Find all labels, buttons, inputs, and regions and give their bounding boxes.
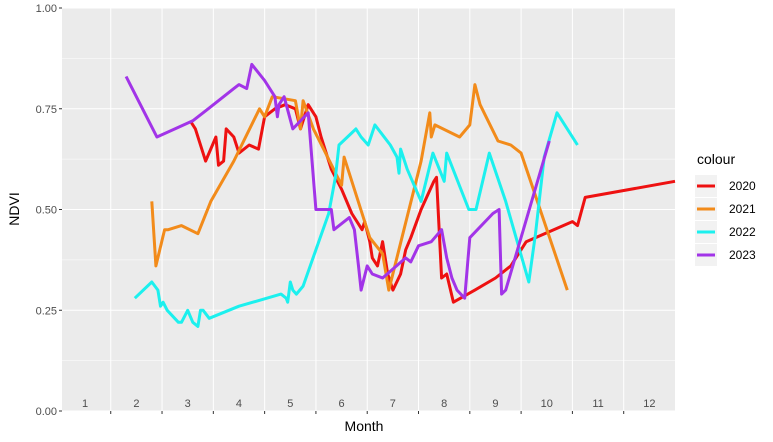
y-axis: 0.00 0.25 0.50 0.75 1.00 <box>36 3 62 418</box>
legend-label-2020: 2020 <box>729 179 756 193</box>
plot-area <box>62 7 676 412</box>
x-tick-label: 8 <box>441 398 447 410</box>
x-tick-label: 9 <box>492 398 498 410</box>
y-tick-label: 1.00 <box>36 3 57 15</box>
series-line-2023 <box>124 62 551 300</box>
grid-lines <box>62 7 675 412</box>
x-tick-label: 3 <box>185 398 191 410</box>
x-axis: 1 2 3 4 5 6 7 8 9 10 11 12 <box>82 398 655 414</box>
x-tick-label: 1 <box>82 398 88 410</box>
x-tick-label: 4 <box>236 398 242 410</box>
legend-label-2022: 2022 <box>729 225 756 239</box>
y-tick-label: 0.25 <box>36 305 57 317</box>
legend: colour 2020 2021 2022 2023 <box>695 151 756 266</box>
x-tick-label: 6 <box>339 398 345 410</box>
series-lines <box>124 62 676 328</box>
series-line-2021 <box>150 83 569 292</box>
y-tick-label: 0.75 <box>36 104 57 116</box>
x-tick-label: 7 <box>390 398 396 410</box>
y-axis-title: NDVI <box>6 192 22 225</box>
legend-title: colour <box>697 151 735 167</box>
x-tick-label: 5 <box>287 398 293 410</box>
legend-label-2021: 2021 <box>729 202 756 216</box>
y-tick-label: 0.50 <box>36 205 57 217</box>
legend-items: 2020 2021 2022 2023 <box>695 175 756 266</box>
x-axis-title: Month <box>345 418 384 434</box>
y-tick-label: 0.00 <box>36 406 57 418</box>
legend-label-2023: 2023 <box>729 248 756 262</box>
x-tick-label: 11 <box>592 398 603 410</box>
series-line-2022 <box>133 111 579 328</box>
x-tick-label: 10 <box>541 398 553 410</box>
x-tick-label: 12 <box>643 398 655 410</box>
x-tick-label: 2 <box>133 398 139 410</box>
